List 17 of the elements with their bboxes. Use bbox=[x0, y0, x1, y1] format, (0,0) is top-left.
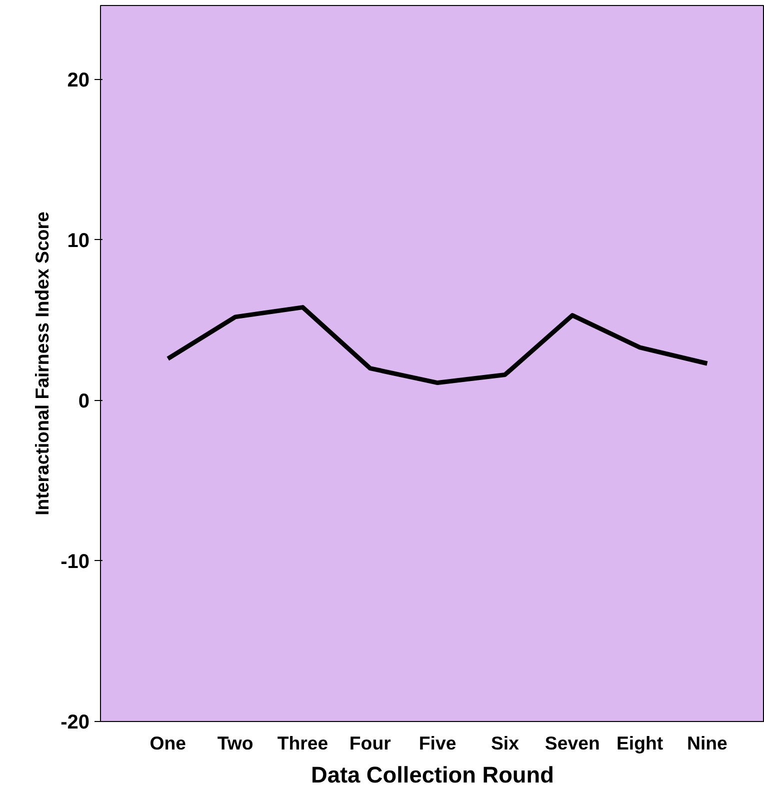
x-tick-label: Eight bbox=[616, 732, 664, 754]
y-tick-label: 0 bbox=[78, 390, 90, 412]
y-tick-label: -20 bbox=[60, 712, 90, 734]
x-tick-label: One bbox=[150, 732, 186, 754]
x-axis-title: Data Collection Round bbox=[311, 762, 554, 788]
y-axis-title: Interactional Fairness Index Score bbox=[32, 212, 53, 516]
y-tick-label: -10 bbox=[60, 550, 90, 573]
x-tick-label: Three bbox=[277, 732, 328, 754]
x-tick-label: Six bbox=[490, 732, 520, 754]
line-series bbox=[166, 305, 710, 386]
x-tick-label: Seven bbox=[544, 732, 600, 754]
x-tick-label: Nine bbox=[686, 732, 728, 754]
y-tick-label: 10 bbox=[67, 230, 90, 252]
x-tick-label: Two bbox=[217, 732, 254, 754]
x-tick-label: Five bbox=[418, 732, 456, 754]
y-tick-label: 20 bbox=[67, 69, 90, 92]
x-tick-label: Four bbox=[349, 732, 391, 754]
